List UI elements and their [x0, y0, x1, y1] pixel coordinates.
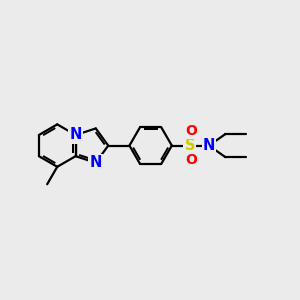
Text: N: N: [69, 128, 82, 142]
Text: O: O: [185, 153, 197, 167]
Text: N: N: [203, 138, 215, 153]
Text: S: S: [184, 138, 195, 153]
Text: N: N: [90, 155, 102, 170]
Text: O: O: [185, 124, 197, 138]
